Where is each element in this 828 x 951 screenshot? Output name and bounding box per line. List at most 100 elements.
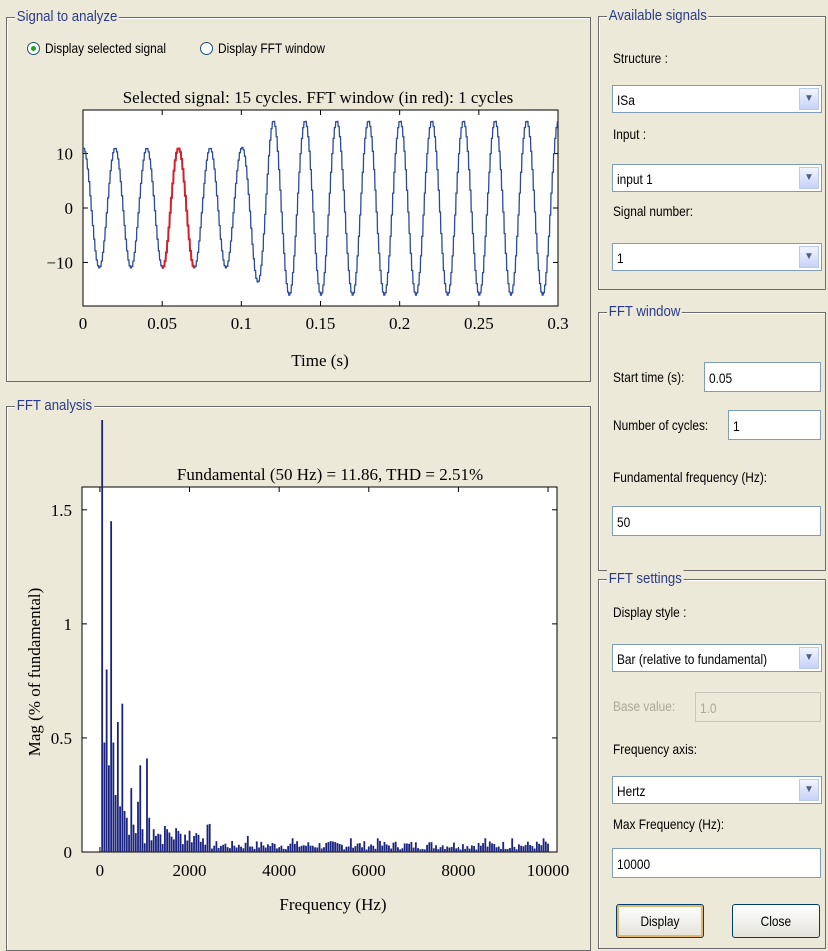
fft-bar (531, 845, 534, 852)
fft-bar (316, 847, 319, 852)
fft-bar (284, 849, 287, 852)
fundamental-frequency-value: 50 (617, 514, 631, 530)
display-selected-signal-label[interactable]: Display selected signal (45, 40, 167, 56)
fft-bar (547, 843, 549, 852)
close-button[interactable]: Close (732, 904, 820, 938)
fft-bar (273, 843, 276, 852)
fft-bar (461, 844, 464, 852)
chevron-down-icon[interactable]: ▼ (799, 246, 819, 268)
fft-bar (502, 841, 505, 852)
start-time-input[interactable]: 0.05 (704, 362, 821, 392)
fft-bar (291, 838, 294, 852)
fft-bar (334, 842, 337, 852)
signal-x-tick-label: 0.25 (464, 314, 494, 333)
fft-bar (159, 834, 162, 852)
fft-bar (293, 843, 296, 852)
fft-bar (336, 843, 339, 852)
fft-bar (125, 817, 128, 852)
fft-bar (419, 849, 422, 852)
signal-number-dropdown[interactable]: 1 ▼ (612, 243, 822, 271)
fft-bar (397, 847, 399, 852)
fft-bar (314, 847, 316, 852)
fft-bar (193, 836, 195, 852)
fft-bar (197, 834, 200, 852)
fft-bar (426, 844, 428, 852)
fft-bar (103, 742, 106, 852)
display-button[interactable]: Display (616, 904, 704, 938)
display-style-value: Bar (relative to fundamental) (617, 651, 768, 667)
fft-bar (302, 845, 305, 852)
fft-bar (276, 848, 278, 852)
base-value-value: 1.0 (700, 700, 717, 716)
fft-bar (258, 847, 260, 852)
fft-bar (112, 742, 115, 852)
max-frequency-input[interactable]: 10000 (612, 848, 821, 878)
chevron-down-icon[interactable]: ▼ (799, 779, 819, 801)
fft-bar (544, 841, 547, 852)
chevron-down-icon[interactable]: ▼ (799, 167, 819, 189)
fft-bar (526, 841, 529, 852)
fft-bar (453, 842, 455, 852)
fft-bar (128, 834, 130, 852)
number-of-cycles-value: 1 (733, 418, 740, 434)
fft-bar (417, 848, 419, 852)
fft-bar (370, 844, 372, 852)
fft-bar (511, 838, 514, 852)
fft-bar (491, 843, 493, 852)
structure-value: ISa (617, 92, 635, 108)
signal-y-tick-label: 10 (56, 145, 73, 164)
fft-bar (513, 846, 516, 852)
display-style-dropdown[interactable]: Bar (relative to fundamental) ▼ (612, 644, 822, 672)
signal-number-value: 1 (617, 250, 624, 266)
fft-bar (470, 845, 473, 852)
structure-label: Structure : (613, 50, 668, 66)
fft-bar (157, 833, 160, 852)
fft-bar (186, 840, 189, 852)
signal-number-label: Signal number: (613, 203, 694, 219)
fft-bar (392, 842, 395, 852)
fft-settings-panel: FFT settings Display style : Bar (relati… (598, 570, 826, 949)
fft-bar (242, 848, 245, 852)
input-dropdown[interactable]: input 1 ▼ (612, 164, 822, 192)
fft-bar (287, 845, 290, 852)
fft-bar (455, 848, 458, 852)
fft-bar (175, 828, 178, 852)
fft-plot-title: Fundamental (50 Hz) = 11.86, THD = 2.51% (177, 465, 483, 484)
input-label: Input : (613, 126, 647, 142)
chevron-down-icon[interactable]: ▼ (799, 647, 819, 669)
fft-bar (181, 844, 184, 852)
fft-bar (535, 841, 538, 852)
chevron-down-icon[interactable]: ▼ (799, 88, 819, 110)
fft-bar (495, 847, 498, 852)
structure-dropdown[interactable]: ISa ▼ (612, 85, 822, 113)
fft-bar (311, 845, 314, 852)
fft-y-tick-label: 0.5 (51, 729, 72, 748)
number-of-cycles-input[interactable]: 1 (728, 410, 821, 440)
fft-bar (244, 842, 247, 852)
fft-bar (390, 848, 393, 852)
fft-bar (141, 829, 144, 852)
fft-bar (107, 765, 110, 852)
fft-bar (307, 842, 310, 852)
display-selected-signal-radio[interactable] (27, 42, 40, 55)
fft-bar (269, 846, 272, 852)
fft-bar (500, 848, 502, 852)
fundamental-frequency-input[interactable]: 50 (612, 506, 821, 536)
max-frequency-label: Max Frequency (Hz): (613, 816, 725, 832)
fft-bar (132, 824, 135, 852)
fft-bar (101, 420, 104, 852)
display-fft-window-label[interactable]: Display FFT window (218, 40, 325, 56)
frequency-axis-dropdown[interactable]: Hertz ▼ (612, 776, 822, 804)
fft-bar (202, 838, 204, 852)
fft-bar (383, 841, 386, 852)
fft-bar (486, 846, 489, 852)
fft-bar (305, 845, 307, 852)
fft-bar (515, 849, 518, 852)
fft-bar (188, 830, 191, 852)
display-fft-window-radio[interactable] (200, 42, 213, 55)
fft-bar (367, 846, 370, 852)
fft-bar (430, 842, 433, 852)
fft-bar (497, 846, 500, 852)
fft-plot: Fundamental (50 Hz) = 11.86, THD = 2.51%… (25, 420, 569, 914)
max-frequency-value: 10000 (617, 856, 651, 872)
